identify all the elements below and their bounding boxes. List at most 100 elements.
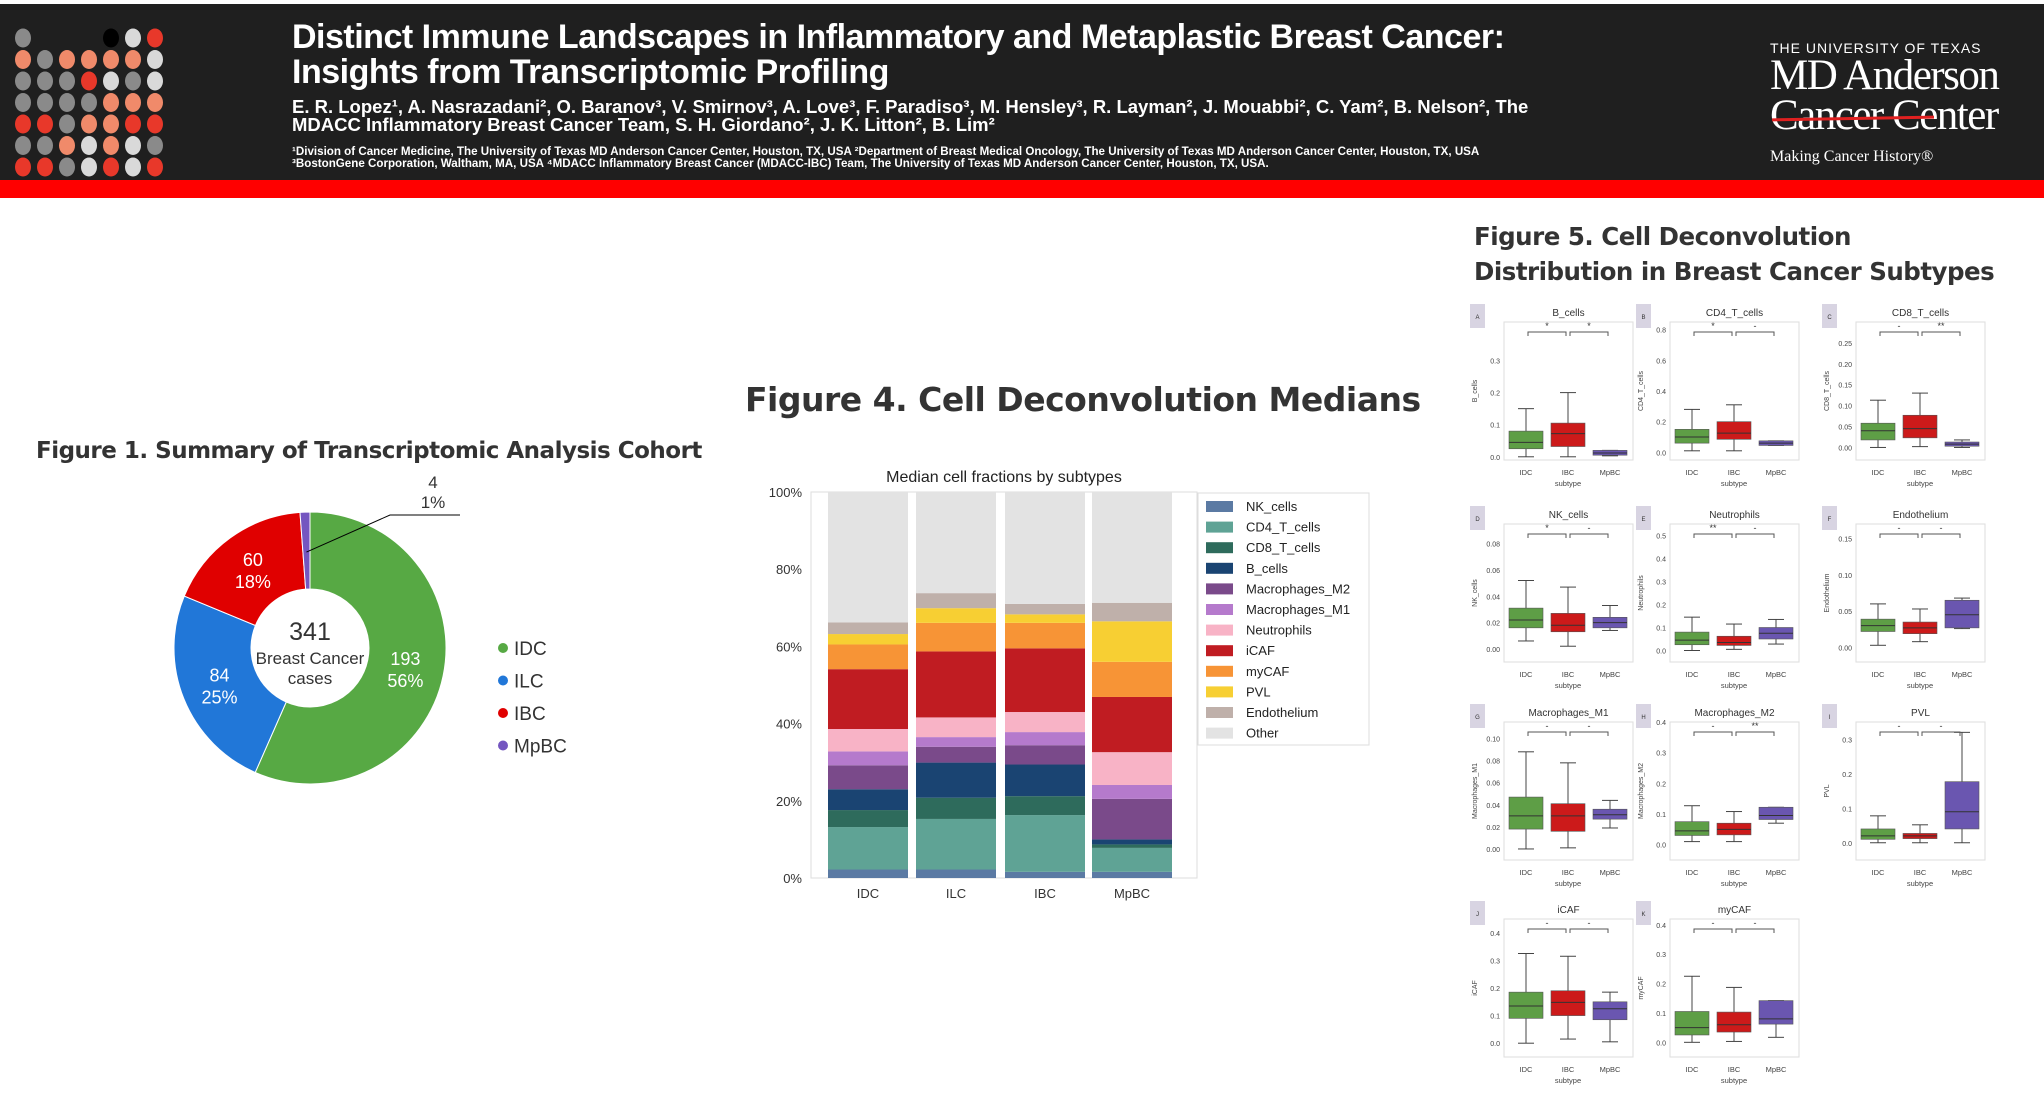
grid-dot xyxy=(147,50,163,69)
significance-bracket xyxy=(1879,331,1919,336)
x-tick-label: IBC xyxy=(1728,468,1741,477)
significance-mark: - xyxy=(1754,523,1757,533)
grid-dot xyxy=(81,136,97,155)
boxplot-panel-macrophages_m1: G Macrophages_M1 0.00 0.02 0.04 0.06 0.08 0.10 M… xyxy=(1470,704,1634,888)
box-ibc xyxy=(1716,1011,1752,1033)
y-tick-label: 0.08 xyxy=(1486,542,1500,549)
x-tick-label: IBC xyxy=(1914,670,1927,679)
y-axis-label: Macrophages_M2 xyxy=(1638,763,1645,819)
x-tick-label: MpBC xyxy=(1766,670,1787,679)
box-idc xyxy=(1508,607,1544,629)
grid-dot xyxy=(15,93,31,112)
x-axis-label: subtype xyxy=(1555,879,1581,888)
decorative-dot-grid xyxy=(15,28,163,177)
bar-segment-mpbc-macrophages_m1 xyxy=(1092,784,1172,799)
y-tick-label: 0.1 xyxy=(1656,812,1666,819)
y-tick-label: 0.10 xyxy=(1838,404,1852,411)
x-tick-label: IDC xyxy=(1520,468,1534,477)
bar-segment-ibc-other xyxy=(1005,492,1085,604)
x-tick-label: IDC xyxy=(1686,670,1700,679)
legend-swatch-neutrophils xyxy=(1206,624,1233,636)
bar-segment-ilc-neutrophils xyxy=(916,717,996,738)
x-axis-label: subtype xyxy=(1555,1076,1581,1085)
x-axis-label: subtype xyxy=(1721,879,1747,888)
grid-dot xyxy=(103,28,119,48)
x-tick-label: IDC xyxy=(1520,670,1534,679)
y-tick-label: 0.04 xyxy=(1486,594,1500,601)
bar-segment-idc-pvl xyxy=(828,634,908,645)
legend-label-icaf: iCAF xyxy=(1246,643,1275,658)
panel-letter: J xyxy=(1476,912,1479,918)
significance-mark: * xyxy=(1711,321,1715,331)
y-tick-label: 0.15 xyxy=(1838,383,1852,390)
bar-segment-idc-endothelium xyxy=(828,622,908,635)
grid-dot xyxy=(15,71,31,91)
grid-dot xyxy=(37,114,53,134)
box-idc xyxy=(1674,429,1710,444)
legend-swatch-nk_cells xyxy=(1206,501,1233,512)
significance-mark: - xyxy=(1588,918,1591,928)
boxplot-panel-nk_cells: D NK_cells 0.00 0.02 0.04 0.06 0.08 NK_cells IDC… xyxy=(1470,506,1634,690)
panel-letter-badge xyxy=(1470,901,1485,925)
x-tick-label: IDC xyxy=(1872,670,1886,679)
significance-mark: - xyxy=(1712,918,1715,928)
legend-box xyxy=(1197,492,1370,746)
x-tick-label: MpBC xyxy=(1952,468,1973,477)
y-tick-label: 0.4 xyxy=(1656,720,1666,727)
significance-bracket xyxy=(1735,731,1775,736)
panel-letter: D xyxy=(1475,517,1480,523)
significance-mark: - xyxy=(1588,721,1591,731)
y-tick-label: 0.2 xyxy=(1656,603,1666,610)
poster-title: Distinct Immune Landscapes in Inflammato… xyxy=(292,20,1672,90)
donut-center-number: 341 xyxy=(289,618,331,646)
box-idc xyxy=(1860,422,1896,441)
significance-bracket xyxy=(1693,731,1733,736)
significance-bracket xyxy=(1569,731,1609,736)
slice-count-label: 84 xyxy=(210,665,230,685)
bar-segment-idc-mycaf xyxy=(828,644,908,670)
grid-dot xyxy=(37,50,53,69)
bar-segment-mpbc-icaf xyxy=(1092,696,1172,753)
x-tick-label: IDC xyxy=(1686,468,1700,477)
significance-mark: ** xyxy=(1709,523,1717,533)
panel-letter: A xyxy=(1475,315,1479,321)
significance-bracket xyxy=(1527,533,1567,538)
x-tick-label: MpBC xyxy=(1766,1065,1787,1074)
legend-label-ibc: IBC xyxy=(514,704,546,725)
y-axis-label: PVL xyxy=(1824,784,1831,797)
grid-dot xyxy=(59,93,75,112)
significance-mark: * xyxy=(1545,523,1549,533)
logo-tagline: Making Cancer History® xyxy=(1770,148,1934,165)
y-axis-label: B_cells xyxy=(1472,379,1479,402)
box-idc xyxy=(1674,1011,1710,1036)
slice-leader-line xyxy=(306,514,460,553)
y-tick-label: 0.2 xyxy=(1490,391,1500,398)
legend-label-macrophages_m2: Macrophages_M2 xyxy=(1246,581,1350,596)
x-tick-label: IBC xyxy=(1562,468,1575,477)
slice-percent-label: 1% xyxy=(421,493,446,512)
logo-word-center: Center xyxy=(1882,92,1999,139)
grid-dot xyxy=(81,157,97,177)
bar-segment-ilc-endothelium xyxy=(916,593,996,609)
boxplot-panel-macrophages_m2: H Macrophages_M2 0.0 0.1 0.2 0.3 0.4 Macrophage… xyxy=(1636,704,1800,888)
significance-mark: - xyxy=(1940,721,1943,731)
y-tick-label: 0.10 xyxy=(1486,737,1500,744)
significance-bracket xyxy=(1569,331,1609,336)
bar-segment-ibc-icaf xyxy=(1005,648,1085,713)
slice-count-label: 4 xyxy=(428,473,437,492)
panel-letter: E xyxy=(1641,517,1645,523)
bar-segment-ibc-macrophages_m1 xyxy=(1005,732,1085,746)
significance-mark: ** xyxy=(1751,721,1759,731)
grid-dot xyxy=(103,157,119,177)
bar-segment-ilc-cd8_t_cells xyxy=(916,797,996,819)
grid-dot xyxy=(59,157,75,177)
poster-header xyxy=(0,4,2044,180)
legend-label-ilc: ILC xyxy=(514,672,544,693)
bar-segment-mpbc-other xyxy=(1092,492,1172,603)
y-tick-label: 0.0 xyxy=(1490,1041,1500,1048)
y-tick-label: 0.4 xyxy=(1656,923,1666,930)
x-tick-label: ILC xyxy=(946,886,966,901)
box-ibc xyxy=(1716,635,1752,646)
panel-title: Endothelium xyxy=(1893,510,1949,521)
